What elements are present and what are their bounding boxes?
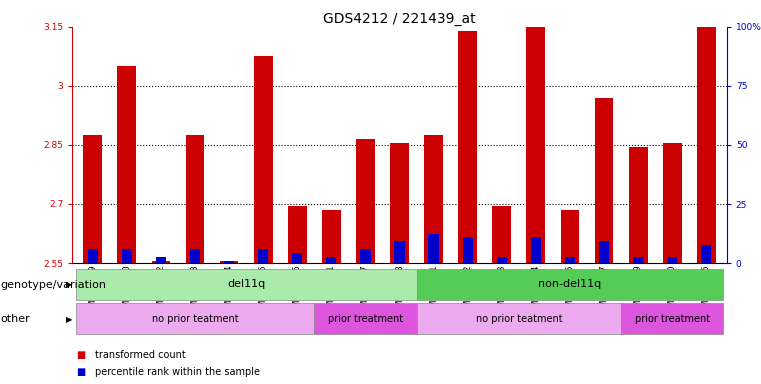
Bar [599,242,609,263]
Bar [122,249,132,263]
Bar [565,257,575,263]
Bar [633,257,643,263]
Text: no prior teatment: no prior teatment [151,314,238,324]
FancyBboxPatch shape [416,303,621,334]
Bar [701,245,712,263]
Bar [530,237,541,263]
FancyBboxPatch shape [75,303,314,334]
Bar [458,31,477,263]
Text: other: other [1,314,30,324]
Bar [288,206,307,263]
Bar [190,249,200,263]
Bar [424,135,443,263]
Bar [292,253,302,263]
Bar [84,135,102,263]
Bar [356,139,375,263]
Bar [117,66,136,263]
Bar [667,257,677,263]
FancyBboxPatch shape [314,303,416,334]
Text: ■: ■ [76,350,85,360]
Bar [220,261,238,263]
Bar [151,261,170,263]
Text: ▶: ▶ [66,280,73,290]
Bar [88,249,98,263]
Bar [561,210,579,263]
Bar [390,143,409,263]
Bar [497,257,507,263]
Text: prior treatment: prior treatment [635,314,710,324]
Text: non-del11q: non-del11q [538,279,602,289]
Bar [394,242,405,263]
Bar [428,233,439,263]
Text: ▶: ▶ [66,315,73,324]
Bar [254,56,272,263]
Text: no prior teatment: no prior teatment [476,314,562,324]
Bar [527,0,545,263]
Bar [360,249,371,263]
FancyBboxPatch shape [75,269,416,300]
Text: genotype/variation: genotype/variation [1,280,107,290]
Text: prior treatment: prior treatment [328,314,403,324]
FancyBboxPatch shape [621,303,724,334]
Bar [697,0,715,263]
Bar [663,143,682,263]
Bar [258,249,269,263]
Bar [492,206,511,263]
Text: ■: ■ [76,367,85,377]
FancyBboxPatch shape [416,269,724,300]
Bar [594,98,613,263]
Bar [326,257,336,263]
Text: transformed count: transformed count [95,350,186,360]
Bar [463,237,473,263]
Text: percentile rank within the sample: percentile rank within the sample [95,367,260,377]
Bar [156,257,166,263]
Text: del11q: del11q [227,279,266,289]
Bar [224,261,234,263]
Bar [322,210,341,263]
Bar [629,147,648,263]
Bar [186,135,205,263]
Title: GDS4212 / 221439_at: GDS4212 / 221439_at [323,12,476,26]
